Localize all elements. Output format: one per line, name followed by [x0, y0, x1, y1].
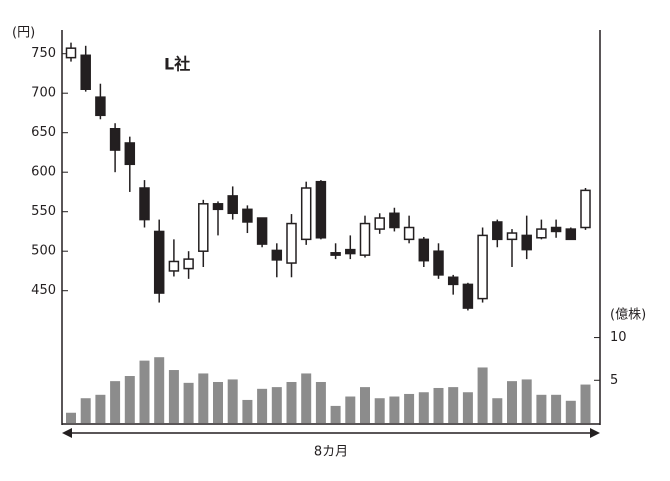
candle-body: [521, 234, 532, 251]
candle-body: [286, 222, 297, 264]
volume-bar: [139, 360, 150, 423]
volume-bar: [271, 387, 282, 423]
volume-bar: [183, 382, 194, 423]
y-tick-label: 600: [31, 165, 56, 180]
y-tick-label: 700: [31, 86, 56, 101]
candle-body: [506, 232, 518, 241]
y-tick-label: 500: [31, 244, 56, 259]
y-tick-label: 550: [31, 204, 56, 219]
candle-body: [536, 228, 547, 239]
volume-bar: [404, 393, 415, 423]
arrow-head: [62, 428, 72, 438]
candle-body: [80, 54, 91, 90]
candle-body: [374, 217, 385, 230]
candle-body: [168, 260, 180, 272]
candle-body: [433, 250, 444, 276]
volume-bar: [521, 379, 532, 423]
volume-bar: [580, 384, 591, 423]
candle-body: [565, 228, 577, 241]
candle-body: [389, 212, 400, 229]
volume-bar: [80, 398, 91, 423]
y2-axis-label: (億株): [610, 307, 646, 323]
candle-body: [124, 142, 136, 166]
candle-body: [212, 203, 224, 211]
candle-body: [580, 189, 591, 229]
candle-body: [256, 217, 268, 245]
volume-bar: [168, 370, 179, 423]
volume-bar: [565, 400, 576, 423]
arrow-head: [590, 428, 600, 438]
candle-body: [65, 47, 77, 59]
x-axis-label: 8カ月: [314, 445, 348, 460]
candle-body: [95, 96, 106, 117]
volume-bar: [301, 373, 312, 423]
volume-bar: [95, 394, 106, 423]
volume-bar: [242, 399, 253, 423]
y-tick-label: 650: [31, 125, 56, 140]
candle-body: [242, 208, 253, 223]
candle-body: [330, 252, 341, 256]
candle-body: [550, 226, 562, 233]
candle-body: [198, 203, 209, 252]
volume-bar: [154, 357, 165, 423]
volume-bar: [507, 381, 517, 423]
volume-bar: [389, 396, 400, 423]
candle-body: [359, 222, 371, 256]
volume-bar: [374, 398, 385, 423]
candle-body: [418, 238, 430, 262]
volume-bar: [124, 376, 135, 423]
volume-bar: [286, 381, 297, 423]
candle-body: [345, 248, 356, 255]
volume-bar: [110, 381, 121, 423]
candle-body: [477, 234, 488, 300]
chart-title: L社: [164, 55, 190, 74]
candle-body: [271, 249, 283, 261]
volume-bar: [227, 379, 238, 423]
volume-bar: [330, 405, 341, 423]
y-tick-label: 450: [31, 283, 56, 298]
y2-tick-label: 5: [610, 373, 618, 388]
candle-body: [492, 221, 503, 241]
volume-bar: [315, 381, 326, 423]
volume-bar: [257, 388, 268, 423]
y-axis-label: (円): [12, 26, 35, 41]
candle-body: [153, 230, 165, 294]
volume-bar: [477, 367, 488, 423]
volume-bar: [462, 392, 473, 423]
candle-body: [139, 187, 150, 221]
volume-bar: [345, 396, 356, 423]
candle-body: [447, 276, 459, 286]
candle-body: [300, 187, 312, 241]
candle-body: [109, 128, 121, 151]
volume-bar: [492, 398, 503, 423]
candle-body: [183, 258, 194, 270]
volume-bar: [198, 373, 209, 423]
volume-bar: [433, 387, 444, 423]
y-tick-label: 750: [31, 46, 56, 61]
volume-bar: [66, 412, 76, 423]
volume-bar: [213, 381, 223, 423]
volume-bar: [418, 392, 429, 423]
volume-bar: [536, 394, 547, 423]
candle-body: [403, 226, 415, 241]
candle-body: [315, 180, 327, 239]
candle-body: [462, 283, 474, 309]
volume-bar: [360, 387, 370, 423]
volume-bar: [551, 394, 562, 423]
volume-bar: [448, 387, 459, 423]
candle-body: [227, 195, 238, 215]
y2-tick-label: 10: [610, 330, 627, 345]
